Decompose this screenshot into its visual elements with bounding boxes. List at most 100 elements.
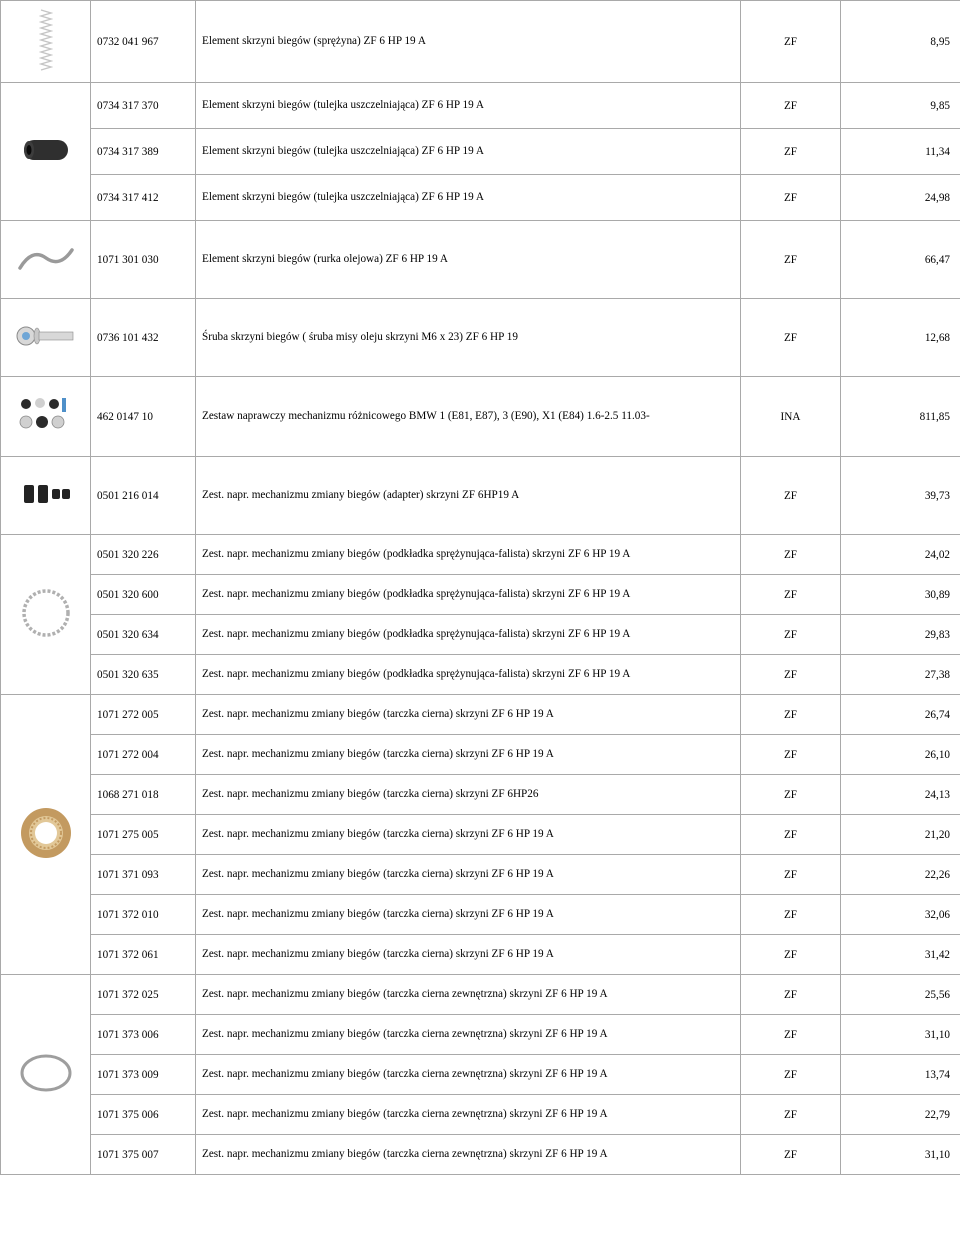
price: 27,38 bbox=[841, 655, 960, 695]
oil-tube-icon bbox=[14, 238, 78, 278]
price: 811,85 bbox=[841, 377, 960, 457]
manufacturer: ZF bbox=[741, 1095, 841, 1135]
wave-washer-icon bbox=[19, 586, 73, 640]
table-row: 0734 317 412 Element skrzyni biegów (tul… bbox=[1, 175, 960, 221]
part-number: 0501 216 014 bbox=[91, 457, 196, 535]
part-number: 0734 317 389 bbox=[91, 129, 196, 175]
price: 11,34 bbox=[841, 129, 960, 175]
price: 9,85 bbox=[841, 83, 960, 129]
part-number: 1071 371 093 bbox=[91, 855, 196, 895]
description: Zest. napr. mechanizmu zmiany biegów (ta… bbox=[196, 1055, 741, 1095]
part-number: 1071 275 005 bbox=[91, 815, 196, 855]
description: Element skrzyni biegów (tulejka uszczeln… bbox=[196, 129, 741, 175]
spring-icon bbox=[39, 8, 53, 72]
table-row: 1071 372 010 Zest. napr. mechanizmu zmia… bbox=[1, 895, 960, 935]
price: 30,89 bbox=[841, 575, 960, 615]
manufacturer: ZF bbox=[741, 83, 841, 129]
manufacturer: ZF bbox=[741, 1135, 841, 1175]
table-row: 0501 320 600 Zest. napr. mechanizmu zmia… bbox=[1, 575, 960, 615]
table-row: 1071 272 004 Zest. napr. mechanizmu zmia… bbox=[1, 735, 960, 775]
table-row: 0501 216 014 Zest. napr. mechanizmu zmia… bbox=[1, 457, 960, 535]
description: Element skrzyni biegów (tulejka uszczeln… bbox=[196, 175, 741, 221]
manufacturer: ZF bbox=[741, 1, 841, 83]
description: Element skrzyni biegów (tulejka uszczeln… bbox=[196, 83, 741, 129]
adapter-icon bbox=[18, 477, 74, 511]
table-row: 1071 301 030 Element skrzyni biegów (rur… bbox=[1, 221, 960, 299]
price: 31,42 bbox=[841, 935, 960, 975]
price: 21,20 bbox=[841, 815, 960, 855]
price: 13,74 bbox=[841, 1055, 960, 1095]
product-image-cell bbox=[1, 535, 91, 695]
price: 24,02 bbox=[841, 535, 960, 575]
part-number: 0734 317 412 bbox=[91, 175, 196, 221]
price: 29,83 bbox=[841, 615, 960, 655]
manufacturer: ZF bbox=[741, 575, 841, 615]
part-number: 1071 375 007 bbox=[91, 1135, 196, 1175]
manufacturer: ZF bbox=[741, 655, 841, 695]
part-number: 0501 320 600 bbox=[91, 575, 196, 615]
part-number: 0736 101 432 bbox=[91, 299, 196, 377]
table-row: 1071 373 006 Zest. napr. mechanizmu zmia… bbox=[1, 1015, 960, 1055]
description: Zest. napr. mechanizmu zmiany biegów (ta… bbox=[196, 695, 741, 735]
description: Zest. napr. mechanizmu zmiany biegów (po… bbox=[196, 535, 741, 575]
price: 31,10 bbox=[841, 1135, 960, 1175]
manufacturer: ZF bbox=[741, 129, 841, 175]
price: 12,68 bbox=[841, 299, 960, 377]
manufacturer: ZF bbox=[741, 815, 841, 855]
price: 26,74 bbox=[841, 695, 960, 735]
description: Element skrzyni biegów (rurka olejowa) Z… bbox=[196, 221, 741, 299]
price: 31,10 bbox=[841, 1015, 960, 1055]
price: 66,47 bbox=[841, 221, 960, 299]
description: Zest. napr. mechanizmu zmiany biegów (ta… bbox=[196, 855, 741, 895]
part-number: 0501 320 635 bbox=[91, 655, 196, 695]
part-number: 462 0147 10 bbox=[91, 377, 196, 457]
table-row: 462 0147 10 Zestaw naprawczy mechanizmu … bbox=[1, 377, 960, 457]
description: Zestaw naprawczy mechanizmu różnicowego … bbox=[196, 377, 741, 457]
table-row: 1071 372 025 Zest. napr. mechanizmu zmia… bbox=[1, 975, 960, 1015]
part-number: 1071 372 025 bbox=[91, 975, 196, 1015]
manufacturer: ZF bbox=[741, 175, 841, 221]
price: 39,73 bbox=[841, 457, 960, 535]
product-image-cell bbox=[1, 457, 91, 535]
manufacturer: INA bbox=[741, 377, 841, 457]
manufacturer: ZF bbox=[741, 535, 841, 575]
sleeve-icon bbox=[18, 134, 74, 166]
product-image-cell bbox=[1, 377, 91, 457]
price: 24,98 bbox=[841, 175, 960, 221]
price: 22,26 bbox=[841, 855, 960, 895]
manufacturer: ZF bbox=[741, 299, 841, 377]
product-image-cell bbox=[1, 83, 91, 221]
description: Element skrzyni biegów (sprężyna) ZF 6 H… bbox=[196, 1, 741, 83]
table-row: 1071 373 009 Zest. napr. mechanizmu zmia… bbox=[1, 1055, 960, 1095]
manufacturer: ZF bbox=[741, 1055, 841, 1095]
description: Zest. napr. mechanizmu zmiany biegów (ta… bbox=[196, 775, 741, 815]
product-image-cell bbox=[1, 299, 91, 377]
table-row: 0501 320 226 Zest. napr. mechanizmu zmia… bbox=[1, 535, 960, 575]
description: Zest. napr. mechanizmu zmiany biegów (ta… bbox=[196, 1095, 741, 1135]
table-row: 0501 320 635 Zest. napr. mechanizmu zmia… bbox=[1, 655, 960, 695]
table-row: 0736 101 432 Śruba skrzyni biegów ( śrub… bbox=[1, 299, 960, 377]
table-row: 0501 320 634 Zest. napr. mechanizmu zmia… bbox=[1, 615, 960, 655]
description: Zest. napr. mechanizmu zmiany biegów (ad… bbox=[196, 457, 741, 535]
manufacturer: ZF bbox=[741, 615, 841, 655]
price: 24,13 bbox=[841, 775, 960, 815]
repair-kit-icon bbox=[16, 394, 76, 436]
description: Zest. napr. mechanizmu zmiany biegów (po… bbox=[196, 655, 741, 695]
part-number: 1071 301 030 bbox=[91, 221, 196, 299]
description: Zest. napr. mechanizmu zmiany biegów (po… bbox=[196, 615, 741, 655]
part-number: 1071 372 061 bbox=[91, 935, 196, 975]
part-number: 1071 272 005 bbox=[91, 695, 196, 735]
outer-disc-icon bbox=[17, 1051, 75, 1095]
bolt-icon bbox=[14, 325, 78, 347]
manufacturer: ZF bbox=[741, 895, 841, 935]
part-number: 0734 317 370 bbox=[91, 83, 196, 129]
part-number: 1071 373 006 bbox=[91, 1015, 196, 1055]
description: Zest. napr. mechanizmu zmiany biegów (po… bbox=[196, 575, 741, 615]
description: Zest. napr. mechanizmu zmiany biegów (ta… bbox=[196, 935, 741, 975]
table-row: 1071 375 006 Zest. napr. mechanizmu zmia… bbox=[1, 1095, 960, 1135]
parts-table: 0732 041 967 Element skrzyni biegów (spr… bbox=[0, 0, 960, 1175]
manufacturer: ZF bbox=[741, 975, 841, 1015]
manufacturer: ZF bbox=[741, 1015, 841, 1055]
description: Zest. napr. mechanizmu zmiany biegów (ta… bbox=[196, 895, 741, 935]
price: 25,56 bbox=[841, 975, 960, 1015]
